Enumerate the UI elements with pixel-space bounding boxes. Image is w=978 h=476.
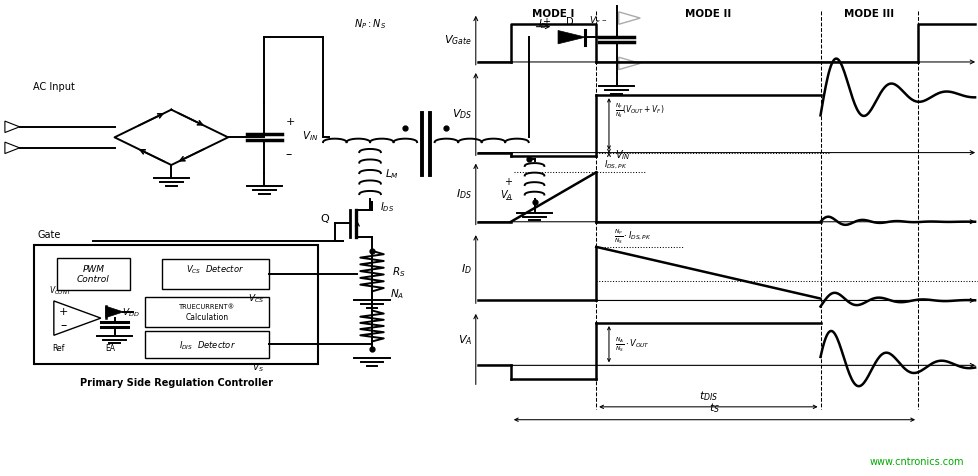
Text: $R_S$: $R_S$ xyxy=(391,265,405,278)
Text: $N_A$: $N_A$ xyxy=(389,287,404,300)
Polygon shape xyxy=(5,143,20,154)
Text: MODE II: MODE II xyxy=(685,9,731,19)
Text: D: D xyxy=(565,17,573,27)
Text: $I_{DS}$: $I_{DS}$ xyxy=(456,187,471,200)
Text: Control: Control xyxy=(77,275,110,283)
Text: $L_M$: $L_M$ xyxy=(384,167,398,180)
Text: $+$: $+$ xyxy=(504,175,512,187)
Text: $V_{IN}$: $V_{IN}$ xyxy=(614,148,630,162)
Text: $-$: $-$ xyxy=(504,193,512,202)
Text: $t_{DIS}$: $t_{DIS}$ xyxy=(698,388,717,402)
Text: –: – xyxy=(286,148,291,161)
Text: +: + xyxy=(59,306,68,316)
Text: $I_{DIS}$  Detector: $I_{DIS}$ Detector xyxy=(178,338,236,351)
Text: Ref: Ref xyxy=(52,343,65,352)
Text: $\frac{N_P}{N_S}(V_{OUT}+V_F)$: $\frac{N_P}{N_S}(V_{OUT}+V_F)$ xyxy=(614,101,664,119)
FancyBboxPatch shape xyxy=(161,259,269,289)
Text: $t_S$: $t_S$ xyxy=(708,401,719,415)
Text: $V_A$: $V_A$ xyxy=(457,333,471,347)
Text: $V_{DD}$: $V_{DD}$ xyxy=(122,306,140,318)
Text: $I_D$: $I_D$ xyxy=(461,261,471,275)
FancyBboxPatch shape xyxy=(57,258,130,290)
Text: TRUECURRENT®: TRUECURRENT® xyxy=(179,304,235,309)
Text: $V_{CS}$  Detector: $V_{CS}$ Detector xyxy=(186,263,244,276)
Text: $V_{DS}$: $V_{DS}$ xyxy=(451,107,471,120)
Text: $V_F$ –: $V_F$ – xyxy=(589,14,607,27)
Text: $V_{Gate}$: $V_{Gate}$ xyxy=(444,33,471,47)
Text: Gate: Gate xyxy=(37,229,61,239)
Text: PWM: PWM xyxy=(82,264,105,273)
Text: $N_P : N_S$: $N_P : N_S$ xyxy=(354,17,385,31)
Text: $V_{IN}$: $V_{IN}$ xyxy=(301,129,318,142)
Text: Q: Q xyxy=(320,214,329,224)
Text: EA: EA xyxy=(106,343,115,352)
Text: $\frac{N_P}{N_S}\cdot I_{DS,PK}$: $\frac{N_P}{N_S}\cdot I_{DS,PK}$ xyxy=(613,227,650,246)
Text: $\frac{N_A}{N_S}\cdot V_{OUT}$: $\frac{N_A}{N_S}\cdot V_{OUT}$ xyxy=(614,335,649,354)
Text: $V_A$: $V_A$ xyxy=(500,188,512,202)
Polygon shape xyxy=(5,122,20,133)
Polygon shape xyxy=(557,31,585,45)
FancyBboxPatch shape xyxy=(145,331,269,358)
Text: +: + xyxy=(286,117,295,126)
Text: Calculation: Calculation xyxy=(185,312,229,321)
Text: $I_{DS,PK}$: $I_{DS,PK}$ xyxy=(603,159,627,171)
FancyBboxPatch shape xyxy=(34,245,318,364)
Text: $V_S$: $V_S$ xyxy=(252,361,264,373)
Text: MODE I: MODE I xyxy=(532,9,574,19)
Polygon shape xyxy=(106,307,123,318)
Text: $V_{CS}$: $V_{CS}$ xyxy=(247,292,264,305)
Text: $I_{DS}$: $I_{DS}$ xyxy=(379,200,394,214)
Text: +: + xyxy=(542,17,550,27)
Text: Primary Side Regulation Controller: Primary Side Regulation Controller xyxy=(79,377,273,387)
Text: $V_{CONT}$: $V_{CONT}$ xyxy=(49,284,71,297)
FancyBboxPatch shape xyxy=(145,298,269,327)
Polygon shape xyxy=(618,58,640,70)
Text: $I_D$: $I_D$ xyxy=(538,17,548,31)
Text: AC Input: AC Input xyxy=(33,81,74,91)
Text: www.cntronics.com: www.cntronics.com xyxy=(868,456,963,466)
Polygon shape xyxy=(618,13,640,25)
Text: MODE III: MODE III xyxy=(843,9,894,19)
Text: –: – xyxy=(61,319,67,332)
Polygon shape xyxy=(54,301,101,336)
